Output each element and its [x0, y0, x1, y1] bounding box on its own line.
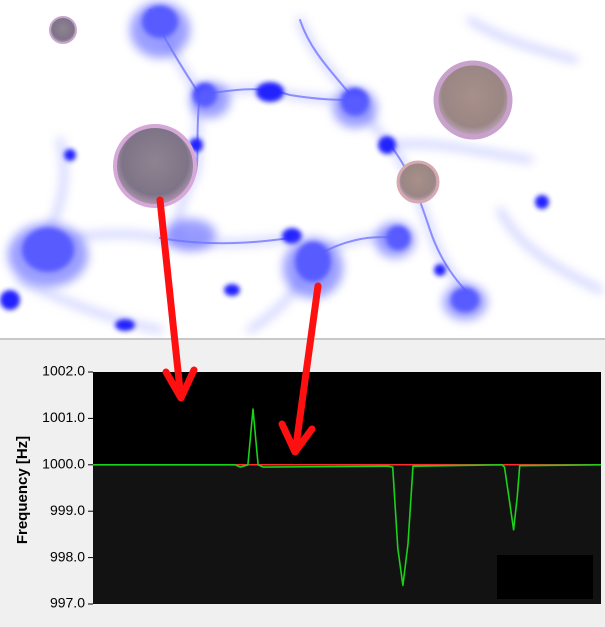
- y-tick-label: 997.0: [50, 595, 85, 611]
- y-tick-label: 999.0: [50, 502, 85, 518]
- series-group: [93, 408, 602, 587]
- y-tick-label: 1000.0: [42, 456, 85, 472]
- y-tick-label: 1002.0: [42, 363, 85, 379]
- frequency-chart: 1002.0 1001.0 1000.0 999.0 998.0 997.0 Freque…: [14, 363, 602, 611]
- series-line-0: [93, 408, 602, 587]
- plot-inset-box: [497, 555, 593, 599]
- y-axis: 1002.0 1001.0 1000.0 999.0 998.0 997.0: [42, 363, 93, 611]
- microscopy-graphic: [0, 2, 603, 333]
- microscopy-image: [0, 2, 603, 333]
- y-tick-label: 998.0: [50, 548, 85, 564]
- y-tick-label: 1001.0: [42, 409, 85, 425]
- y-axis-label: Frequency [Hz]: [14, 436, 31, 544]
